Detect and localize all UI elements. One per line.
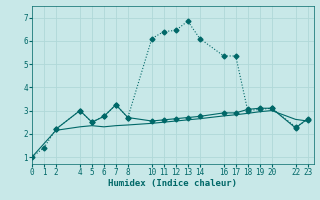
X-axis label: Humidex (Indice chaleur): Humidex (Indice chaleur) [108,179,237,188]
